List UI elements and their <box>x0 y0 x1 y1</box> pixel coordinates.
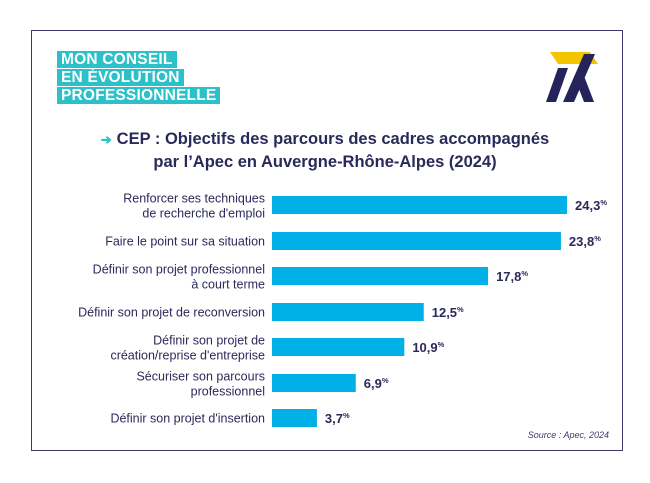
data-label: 12,5% <box>432 305 464 320</box>
data-label: 17,8% <box>496 269 528 284</box>
source-note: Source : Apec, 2024 <box>527 430 609 440</box>
data-label: 10,9% <box>412 340 444 355</box>
title-line-2: par l’Apec en Auvergne-Rhône-Alpes (2024… <box>153 153 497 171</box>
category-label: Définir son projet d'insertion <box>110 412 265 426</box>
category-label: Définir son projet de reconversion <box>78 306 265 320</box>
bar <box>272 409 317 427</box>
category-label: Sécuriser son parcours professionnel <box>136 370 265 399</box>
data-label: 24,3% <box>575 198 607 213</box>
apec-logo-icon <box>546 52 598 102</box>
category-label: Définir son projet professionnel à court … <box>93 263 265 292</box>
bar <box>272 267 489 285</box>
bar <box>272 374 356 392</box>
bar <box>272 338 405 356</box>
category-label: Définir son projet de création/reprise d'… <box>110 334 265 363</box>
category-label: Renforcer ses techniques de recherche d'e… <box>123 192 265 221</box>
data-label: 23,8% <box>569 234 601 249</box>
logo-line-2: EN ÉVOLUTION <box>57 69 184 86</box>
bar <box>272 196 567 214</box>
logo-line-1: MON CONSEIL <box>57 51 177 68</box>
bar <box>272 232 561 250</box>
data-label: 6,9% <box>364 376 389 391</box>
bar <box>272 303 424 321</box>
category-label: Faire le point sur sa situation <box>105 235 265 249</box>
chart-frame <box>31 30 623 451</box>
chart-title: ➔ CEP : Objectifs des parcours des cadres… <box>60 128 590 173</box>
data-label: 3,7% <box>325 411 350 426</box>
arrow-icon: ➔ <box>100 132 112 147</box>
logo-line-3: PROFESSIONNELLE <box>57 87 221 104</box>
title-line-1: CEP : Objectifs des parcours des cadres … <box>116 130 550 148</box>
program-logo: MON CONSEIL EN ÉVOLUTION PROFESSIONNELLE <box>57 51 221 105</box>
